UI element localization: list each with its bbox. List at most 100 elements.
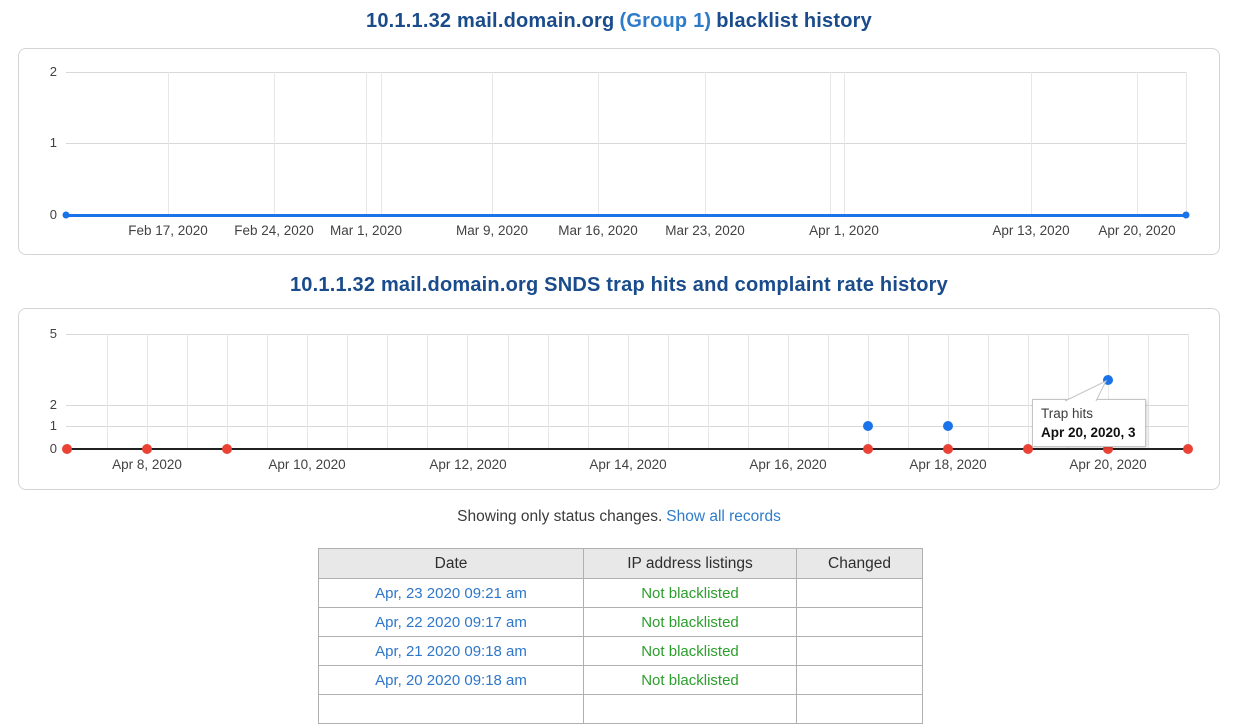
trap-hits-point[interactable] xyxy=(943,421,953,431)
gridline xyxy=(66,334,1188,335)
gridline xyxy=(1148,334,1149,449)
gridline xyxy=(788,334,789,449)
listing-status: Not blacklisted xyxy=(583,578,797,608)
table-header-listings: IP address listings xyxy=(583,548,797,579)
gridline xyxy=(366,72,367,215)
gridline xyxy=(66,72,1186,73)
gridline xyxy=(908,334,909,449)
x-tick-label: Apr 18, 2020 xyxy=(909,457,987,472)
x-tick-label: Mar 1, 2020 xyxy=(329,223,403,238)
table-header-changed: Changed xyxy=(796,548,923,579)
show-all-records-link[interactable]: Show all records xyxy=(666,508,781,525)
gridline xyxy=(705,72,706,215)
x-tick-label: Apr 16, 2020 xyxy=(749,457,827,472)
x-tick-label: Mar 9, 2020 xyxy=(455,223,529,238)
gridline xyxy=(147,334,148,449)
changed-cell xyxy=(796,694,923,724)
gridline xyxy=(227,334,228,449)
date-cell: Apr, 20 2020 09:18 am xyxy=(318,665,584,695)
x-tick-label: Mar 16, 2020 xyxy=(558,223,638,238)
table-row: Apr, 20 2020 09:18 am Not blacklisted xyxy=(318,665,923,695)
date-cell xyxy=(318,694,584,724)
table-row xyxy=(318,694,923,724)
page-title-snds: 10.1.1.32 mail.domain.org SNDS trap hits… xyxy=(289,274,948,296)
gridline xyxy=(1137,72,1138,215)
complaint-rate-point[interactable] xyxy=(62,444,72,454)
blacklist-history-chart: 2 1 0 Feb 17, 2020 Feb 24, 2020 Mar 1, 2020 Ma… xyxy=(18,48,1220,255)
history-table: Date IP address listings Changed Apr, 23 2… xyxy=(318,548,923,724)
gridline xyxy=(427,334,428,449)
group-link[interactable]: (Group 1) xyxy=(619,10,712,32)
gridline xyxy=(307,334,308,449)
y-tick-label: 0 xyxy=(49,207,57,222)
history-date-link[interactable]: Apr, 23 2020 09:21 am xyxy=(375,584,527,602)
listing-status xyxy=(583,694,797,724)
page-title-blacklist: 10.1.1.32 mail.domain.org (Group 1) blackl… xyxy=(0,10,1238,33)
complaint-rate-point[interactable] xyxy=(1023,444,1033,454)
series-end-point[interactable] xyxy=(1182,211,1190,219)
gridline xyxy=(347,334,348,449)
table-header-row: Date IP address listings Changed xyxy=(318,548,923,579)
history-date-link[interactable]: Apr, 20 2020 09:18 am xyxy=(375,671,527,689)
x-tick-label: Feb 24, 2020 xyxy=(234,223,314,238)
complaint-rate-point[interactable] xyxy=(863,444,873,454)
tooltip-series-name: Trap hits xyxy=(1041,406,1094,421)
gridline xyxy=(168,72,169,215)
history-date-link[interactable]: Apr, 21 2020 09:18 am xyxy=(375,642,527,660)
tooltip-value: Apr 20, 2020, 3 xyxy=(1041,425,1136,440)
gridline xyxy=(508,334,509,449)
table-row: Apr, 23 2020 09:21 am Not blacklisted xyxy=(318,578,923,608)
table-row: Apr, 22 2020 09:17 am Not blacklisted xyxy=(318,607,923,637)
x-tick-label: Apr 12, 2020 xyxy=(429,457,507,472)
changed-cell xyxy=(796,665,923,695)
gridline xyxy=(708,334,709,449)
gridline xyxy=(830,72,831,215)
date-cell: Apr, 22 2020 09:17 am xyxy=(318,607,584,637)
complaint-rate-point[interactable] xyxy=(943,444,953,454)
gridline xyxy=(381,72,382,215)
y-tick-label: 2 xyxy=(49,397,57,412)
gridline xyxy=(274,72,275,215)
gridline xyxy=(828,334,829,449)
gridline xyxy=(748,334,749,449)
y-tick-label: 1 xyxy=(49,418,57,433)
x-tick-label: Apr 13, 2020 xyxy=(992,223,1070,238)
complaint-rate-series-line xyxy=(67,448,1188,450)
gridline xyxy=(467,334,468,449)
gridline xyxy=(668,334,669,449)
trap-hits-point[interactable] xyxy=(1103,375,1113,385)
gridline xyxy=(267,334,268,449)
gridline xyxy=(1028,334,1029,449)
complaint-rate-point[interactable] xyxy=(142,444,152,454)
changed-cell xyxy=(796,636,923,666)
complaint-rate-point[interactable] xyxy=(222,444,232,454)
gridline xyxy=(66,405,1188,406)
complaint-rate-point[interactable] xyxy=(1183,444,1193,454)
gridline xyxy=(1108,334,1109,449)
blacklist-title-prefix: 10.1.1.32 mail.domain.org xyxy=(366,10,615,32)
chart-tooltip: Trap hits Apr 20, 2020, 3 xyxy=(1032,399,1146,447)
gridline xyxy=(628,334,629,449)
complaint-rate-point[interactable] xyxy=(1103,444,1113,454)
gridline xyxy=(1031,72,1032,215)
listing-status: Not blacklisted xyxy=(583,665,797,695)
gridline xyxy=(107,334,108,449)
x-tick-label: Feb 17, 2020 xyxy=(128,223,208,238)
changed-cell xyxy=(796,578,923,608)
gridline xyxy=(588,334,589,449)
y-tick-label: 0 xyxy=(49,441,57,456)
gridline xyxy=(66,143,1186,144)
gridline xyxy=(1186,72,1187,215)
gridline xyxy=(492,72,493,215)
gridline xyxy=(948,334,949,449)
listing-status: Not blacklisted xyxy=(583,636,797,666)
history-date-link[interactable]: Apr, 22 2020 09:17 am xyxy=(375,613,527,631)
gridline xyxy=(66,426,1188,427)
x-tick-label: Apr 1, 2020 xyxy=(809,223,879,238)
gridline xyxy=(598,72,599,215)
trap-hits-point[interactable] xyxy=(863,421,873,431)
y-tick-label: 2 xyxy=(49,64,57,79)
status-line: Showing only status changes. Show all rec… xyxy=(0,508,1238,526)
table-header-date: Date xyxy=(318,548,584,579)
series-end-point[interactable] xyxy=(62,211,70,219)
